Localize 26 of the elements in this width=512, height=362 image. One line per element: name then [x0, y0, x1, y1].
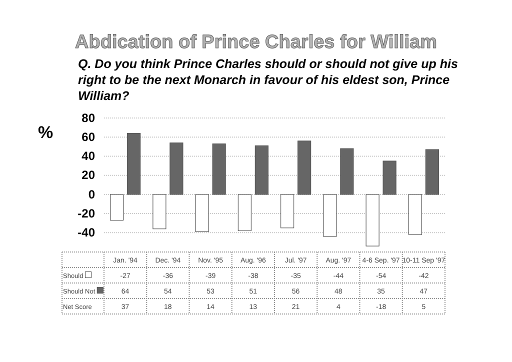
- bar: [280, 194, 294, 228]
- y-tick-label: 80: [82, 110, 96, 125]
- chart-title: Abdication of Prince Charles for William: [75, 32, 437, 53]
- y-tick-label: 0: [88, 187, 96, 202]
- y-axis-title: %: [38, 123, 54, 142]
- bar: [408, 194, 422, 235]
- bar: [127, 132, 141, 195]
- bar: [170, 142, 184, 195]
- bar: [298, 140, 312, 195]
- bar: [110, 194, 124, 221]
- bar: [238, 194, 252, 232]
- y-tick-label: 60: [82, 130, 96, 144]
- bar: [152, 194, 166, 230]
- bar: [425, 149, 439, 195]
- y-tick-label: -40: [78, 226, 96, 240]
- chart-subtitle: Q. Do you think Prince Charles should or should not give up his right to be the next Monarch in favour of his eldest son, Prince William?: [78, 57, 458, 103]
- y-tick-label: 40: [82, 149, 96, 164]
- bar: [323, 194, 337, 237]
- bar: [195, 194, 209, 232]
- bar: [340, 148, 354, 195]
- bar: [382, 160, 396, 195]
- y-tick-label: -20: [78, 206, 96, 220]
- y-tick-label: 20: [82, 168, 96, 182]
- bar: [366, 194, 380, 246]
- bar: [212, 144, 226, 195]
- bar: [254, 145, 268, 195]
